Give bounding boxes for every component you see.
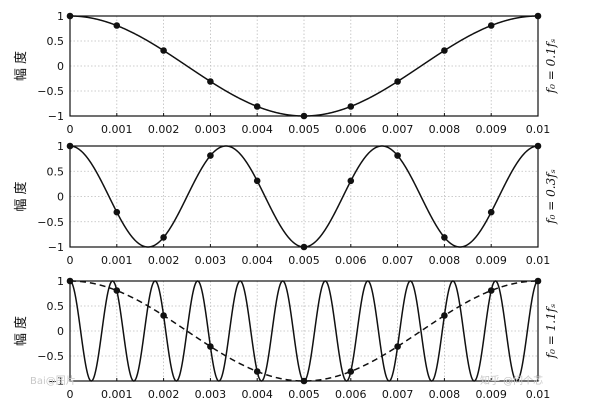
y-tick-label: 0 — [57, 191, 64, 204]
y-tick-label: 0.5 — [47, 165, 65, 178]
frequency-label: f₀ = 0.3fₛ — [544, 169, 558, 225]
series-dashed-line — [70, 280, 538, 382]
y-tick-label: 0 — [57, 60, 64, 73]
sample-point — [534, 277, 542, 285]
x-tick-label: 0.002 — [148, 123, 180, 136]
sample-point — [441, 234, 448, 241]
x-tick-label: 0.004 — [241, 388, 273, 401]
x-tick-label: 0.006 — [335, 123, 367, 136]
sample-point — [253, 177, 261, 185]
x-tick-label: 0 — [67, 123, 74, 136]
x-tick-label: 0.01 — [526, 388, 551, 401]
panel-3: 0 0.001 0.002 0.003 0.004 0.005 0.006 0.007 0.00… — [13, 275, 558, 401]
x-tick-label: 0.008 — [429, 254, 461, 267]
x-tick-label: 0.002 — [148, 254, 180, 267]
sample-point — [113, 287, 121, 294]
sample-point — [487, 287, 495, 294]
x-tick-label: 0.007 — [382, 254, 414, 267]
sample-point — [113, 208, 121, 216]
sample-point — [66, 277, 74, 285]
x-tick-label: 0.008 — [429, 388, 461, 401]
y-tick-label: 0.5 — [47, 300, 65, 313]
sample-point — [300, 243, 308, 251]
sample-point — [487, 22, 495, 29]
sample-point — [394, 78, 401, 85]
y-tick-label: 1 — [57, 10, 64, 23]
sample-point — [394, 152, 401, 159]
sample-point — [113, 22, 121, 29]
y-axis-label: 幅 度 — [13, 316, 29, 346]
panel-2: 0 0.001 0.002 0.003 0.004 0.005 0.006 0.007 0.00… — [13, 140, 558, 267]
x-tick-label: 0.009 — [475, 254, 507, 267]
x-tick-label: 0.006 — [335, 388, 367, 401]
x-tick-label: 0.007 — [382, 123, 414, 136]
y-tick-label: −1 — [48, 110, 64, 123]
y-axis-label: 幅 度 — [13, 181, 29, 211]
y-axis-label: 幅 度 — [13, 51, 29, 81]
y-tick-label: −0.5 — [37, 85, 64, 98]
x-tick-label: 0.001 — [101, 123, 133, 136]
watermark-left: Bai@图片 — [30, 374, 76, 387]
x-tick-label: 0 — [67, 254, 74, 267]
sample-point — [253, 103, 261, 110]
x-tick-label: 0.004 — [241, 123, 273, 136]
sample-point — [160, 47, 167, 54]
sample-point — [66, 12, 74, 20]
x-tick-label: 0.009 — [475, 123, 507, 136]
y-tick-label: −0.5 — [37, 216, 64, 229]
sample-point — [534, 142, 542, 150]
sample-point — [347, 103, 355, 110]
sample-point — [207, 343, 214, 350]
x-tick-label: 0.003 — [195, 388, 227, 401]
x-tick-label: 0.005 — [288, 123, 320, 136]
sample-point — [347, 177, 355, 185]
sample-point — [441, 312, 448, 319]
y-tick-label: −0.5 — [37, 350, 64, 363]
sample-point — [207, 78, 214, 85]
x-tick-label: 0.01 — [526, 123, 551, 136]
y-tick-label: 1 — [57, 140, 64, 153]
sample-point — [253, 368, 261, 375]
x-tick-label: 0.002 — [148, 388, 180, 401]
x-tick-label: 0 — [67, 388, 74, 401]
sample-point — [534, 12, 542, 20]
sample-point — [66, 142, 74, 150]
x-tick-label: 0.003 — [195, 123, 227, 136]
sample-point — [160, 234, 167, 241]
sample-point — [487, 208, 495, 216]
x-tick-label: 0.003 — [195, 254, 227, 267]
x-tick-label: 0.008 — [429, 123, 461, 136]
x-tick-label: 0.009 — [475, 388, 507, 401]
sample-point — [300, 112, 308, 120]
panel-1: 0 0.001 0.002 0.003 0.004 0.005 0.006 0.007 0.00… — [13, 10, 558, 136]
frequency-label: f₀ = 1.1fₛ — [544, 304, 558, 360]
y-tick-label: −1 — [48, 375, 64, 388]
sample-point — [160, 312, 167, 319]
sample-point — [394, 343, 401, 350]
y-tick-label: 0 — [57, 325, 64, 338]
sample-point — [441, 47, 448, 54]
x-tick-label: 0.007 — [382, 388, 414, 401]
x-tick-label: 0.005 — [288, 388, 320, 401]
sample-point — [347, 368, 355, 375]
x-tick-label: 0.001 — [101, 254, 133, 267]
watermark-right: 知乎 @问个芯 — [480, 374, 543, 387]
x-tick-label: 0.004 — [241, 254, 273, 267]
x-tick-label: 0.01 — [526, 254, 551, 267]
sample-point — [207, 152, 214, 159]
frequency-label: f₀ = 0.1fₛ — [544, 39, 558, 95]
y-tick-label: 0.5 — [47, 35, 65, 48]
x-tick-label: 0.006 — [335, 254, 367, 267]
x-tick-label: 0.001 — [101, 388, 133, 401]
y-tick-label: −1 — [48, 241, 64, 254]
sample-point — [300, 377, 308, 385]
x-tick-label: 0.005 — [288, 254, 320, 267]
y-tick-label: 1 — [57, 275, 64, 288]
